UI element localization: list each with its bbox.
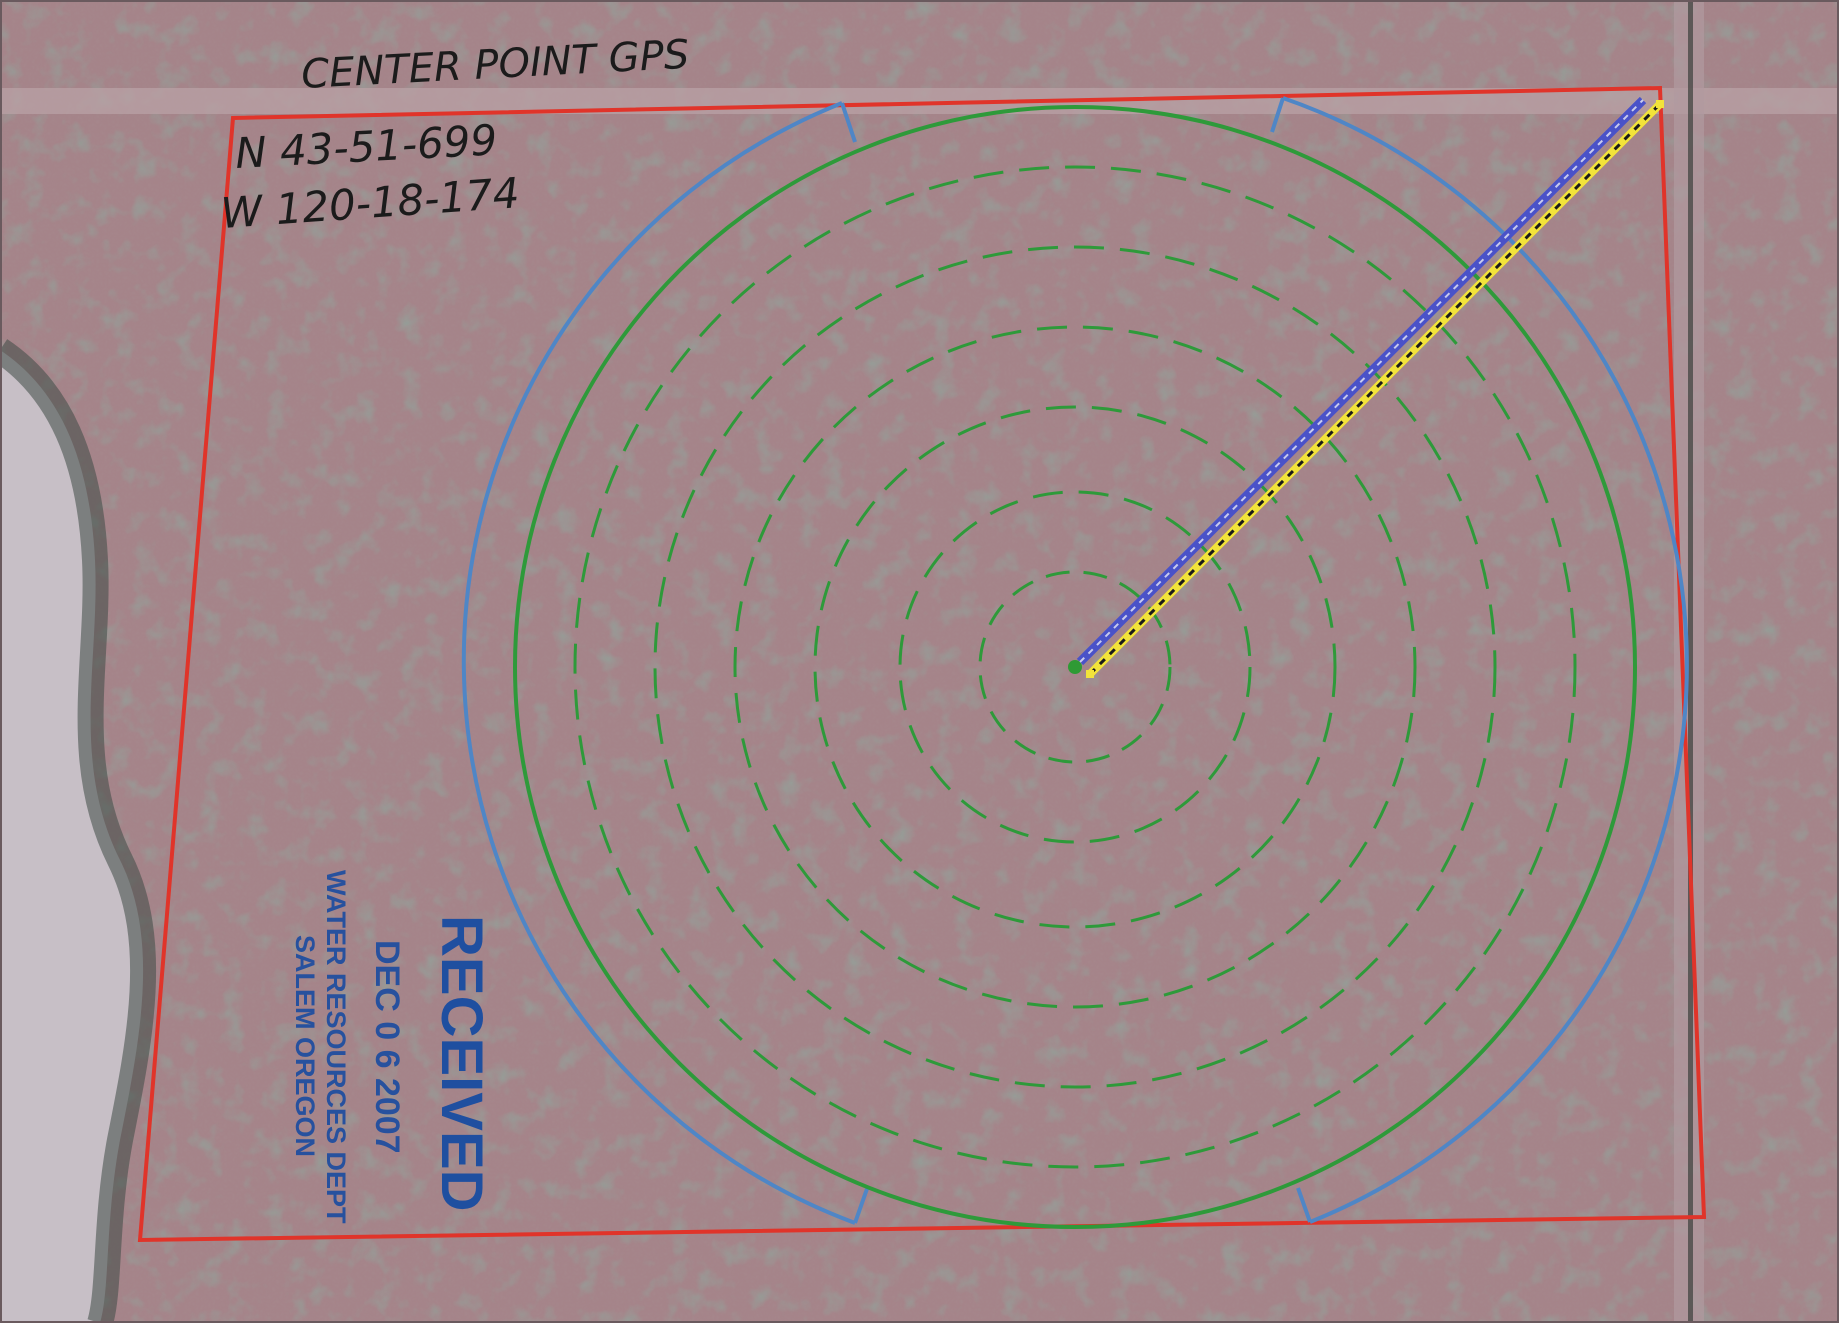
received-stamp: RECEIVED DEC 0 6 2007 WATER RESOURCES DE…: [290, 870, 494, 1224]
river: [0, 350, 144, 1323]
stamp-status: RECEIVED: [429, 915, 494, 1212]
arc-tick: [853, 1185, 870, 1224]
irrigation-ring: [573, 165, 1577, 1169]
irrigation-circle: [513, 105, 1637, 1229]
pivot-line-yellow: [1087, 101, 1663, 677]
irrigation-ring: [653, 245, 1497, 1089]
arc-tick: [1296, 1187, 1312, 1223]
irrigation-circle-outer: [513, 105, 1637, 1229]
end-gun-arcs: [461, 96, 1689, 1225]
property-boundary: [137, 85, 1707, 1243]
stamp-agency: WATER RESOURCES DEPT: [321, 870, 351, 1224]
pivot-base-marker: [1086, 670, 1094, 678]
arc-tick: [1270, 97, 1285, 133]
irrigation-ring: [733, 325, 1417, 1009]
coverage-arc-east: [1282, 96, 1689, 1224]
coverage-arc-west: [461, 101, 856, 1225]
river-bank: [0, 339, 157, 1323]
stamp-date: DEC 0 6 2007: [368, 940, 406, 1154]
irrigation-ring: [813, 405, 1337, 929]
road-east-edge: [1688, 0, 1693, 1323]
arc-tick: [840, 102, 857, 143]
pivot-end-marker: [1656, 100, 1664, 108]
irrigation-ring: [898, 490, 1252, 844]
pivot-arm: [1076, 96, 1664, 678]
pivot-line-blue-dash: [1079, 99, 1644, 663]
center-point-marker: [1068, 660, 1082, 674]
stamp-location: SALEM OREGON: [290, 935, 320, 1157]
irrigation-ring: [978, 570, 1172, 764]
